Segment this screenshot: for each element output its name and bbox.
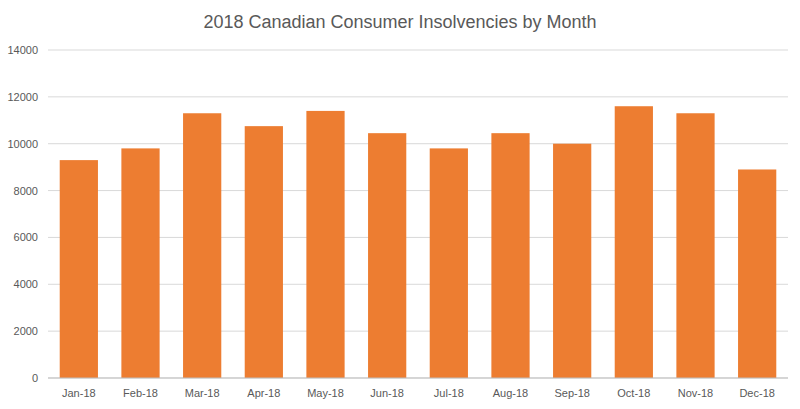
- y-tick-label: 6000: [14, 231, 38, 243]
- x-tick-label: May-18: [307, 387, 344, 399]
- x-tick-label: Aug-18: [493, 387, 528, 399]
- grid-line: [48, 378, 788, 379]
- bar: [245, 126, 283, 378]
- bar: [183, 113, 221, 378]
- y-tick-label: 0: [32, 372, 38, 384]
- bar: [615, 106, 653, 378]
- x-tick-label: Nov-18: [678, 387, 713, 399]
- x-tick-label: Sep-18: [554, 387, 589, 399]
- chart-title: 2018 Canadian Consumer Insolvencies by M…: [203, 12, 596, 32]
- y-tick-label: 4000: [14, 278, 38, 290]
- bars: [60, 106, 777, 378]
- y-tick-label: 8000: [14, 185, 38, 197]
- x-axis-line: [48, 378, 788, 379]
- grid-line: [48, 50, 788, 51]
- grid-line: [48, 96, 788, 97]
- x-tick-label: Feb-18: [123, 387, 158, 399]
- x-tick-label: Jun-18: [370, 387, 404, 399]
- bar: [491, 133, 529, 378]
- grid: [48, 50, 788, 378]
- y-tick-labels: 0 2000 4000 6000 8000 10000 12000 14000: [7, 44, 38, 384]
- x-tick-label: Dec-18: [739, 387, 774, 399]
- chart-container: 2018 Canadian Consumer Insolvencies by M…: [0, 0, 800, 409]
- y-tick-label: 2000: [14, 325, 38, 337]
- chart-svg: 2018 Canadian Consumer Insolvencies by M…: [0, 0, 800, 409]
- y-tick-label: 12000: [7, 91, 38, 103]
- x-tick-label: Apr-18: [247, 387, 280, 399]
- bar: [676, 113, 714, 378]
- bar: [368, 133, 406, 378]
- bar: [553, 144, 591, 378]
- x-tick-label: Oct-18: [617, 387, 650, 399]
- x-tick-label: Mar-18: [185, 387, 220, 399]
- x-tick-label: Jul-18: [434, 387, 464, 399]
- y-tick-label: 10000: [7, 138, 38, 150]
- y-tick-label: 14000: [7, 44, 38, 56]
- x-tick-labels: Jan-18 Feb-18 Mar-18 Apr-18 May-18 Jun-18 Jul-…: [62, 387, 775, 399]
- bar: [738, 169, 776, 378]
- bar: [306, 111, 344, 378]
- bar: [430, 148, 468, 378]
- bar: [121, 148, 159, 378]
- x-tick-label: Jan-18: [62, 387, 96, 399]
- bar: [60, 160, 98, 378]
